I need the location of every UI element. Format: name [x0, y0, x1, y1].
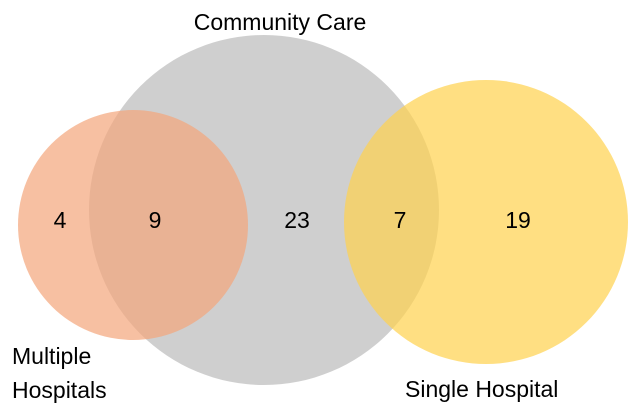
region-count: 7: [394, 207, 407, 233]
set-label: Single Hospital: [405, 376, 558, 402]
region-count: 23: [284, 207, 310, 233]
set-label: Community Care: [194, 9, 367, 35]
region-count: 4: [54, 207, 67, 233]
region-count: 19: [505, 207, 531, 233]
set-label: Multiple: [12, 343, 91, 369]
single-hospital-circle: [344, 80, 628, 364]
region-count: 9: [149, 207, 162, 233]
multiple-hospitals-circle: [18, 110, 248, 340]
set-label: Hospitals: [12, 377, 107, 403]
